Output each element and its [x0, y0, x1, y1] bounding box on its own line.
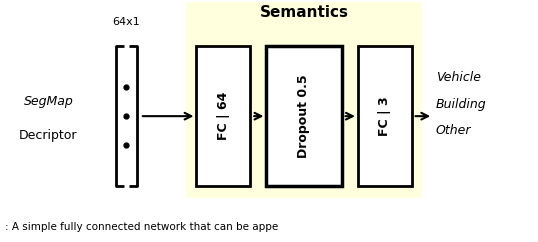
Text: 64x1: 64x1: [112, 17, 140, 27]
Text: SegMap: SegMap: [24, 95, 73, 108]
Text: Dropout 0.5: Dropout 0.5: [298, 74, 310, 158]
Text: Vehicle: Vehicle: [436, 71, 481, 84]
Bar: [186, 2, 422, 198]
Text: Other: Other: [436, 124, 471, 137]
Bar: [266, 46, 342, 186]
Text: Semantics: Semantics: [259, 5, 349, 20]
Bar: [196, 46, 250, 186]
Text: : A simple fully connected network that can be appe: : A simple fully connected network that …: [5, 222, 279, 232]
Text: Decriptor: Decriptor: [19, 129, 77, 142]
Text: Building: Building: [436, 98, 486, 111]
Text: FC | 64: FC | 64: [217, 92, 230, 140]
Bar: [358, 46, 412, 186]
Text: FC | 3: FC | 3: [378, 96, 391, 136]
